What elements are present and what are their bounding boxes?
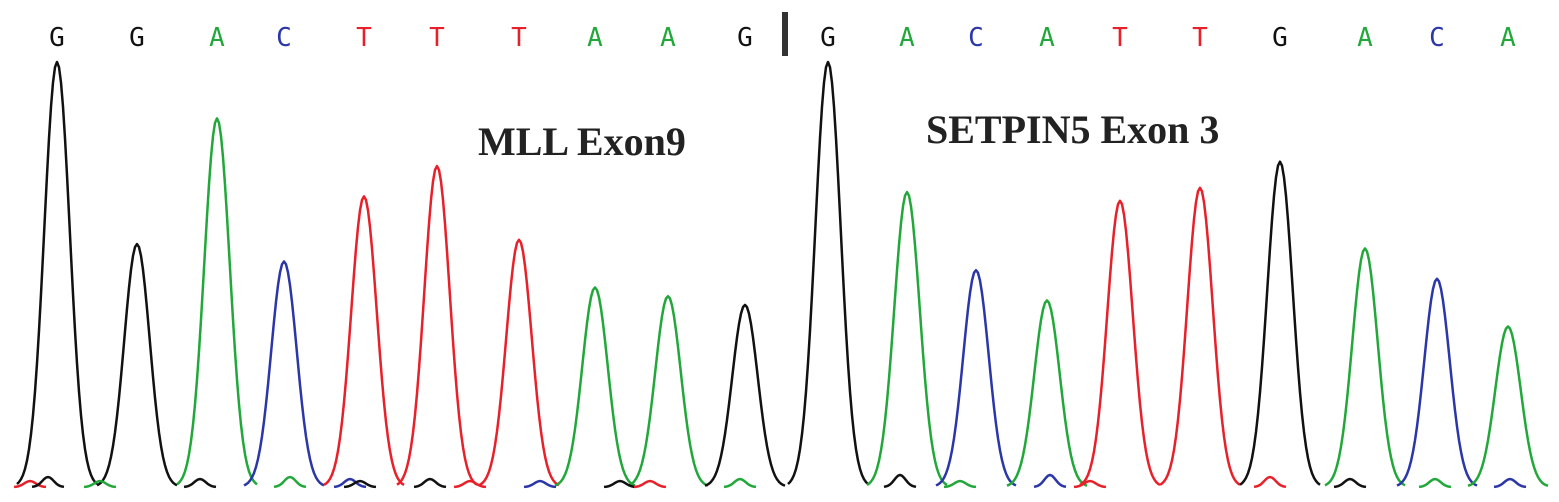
baseline-noise-layer bbox=[13, 473, 1527, 489]
baseline-noise-5 bbox=[333, 477, 367, 489]
peak-trace-17-A bbox=[1324, 247, 1406, 487]
peak-trace-7-A bbox=[554, 286, 636, 487]
peak-trace-14-T bbox=[1079, 199, 1161, 486]
base-call-15: T bbox=[1192, 23, 1208, 53]
base-call-9: G bbox=[737, 23, 753, 53]
peak-trace-0-G bbox=[16, 60, 98, 485]
peak-trace-11-A bbox=[866, 190, 948, 486]
base-call-13: A bbox=[1039, 23, 1055, 53]
baseline-noise-19 bbox=[1418, 477, 1452, 489]
junction-divider bbox=[782, 12, 788, 56]
peak-trace-19-A bbox=[1467, 325, 1549, 487]
base-call-11: A bbox=[899, 23, 915, 53]
baseline-noise-1 bbox=[31, 475, 65, 489]
region-label-setpin5-exon3: SETPIN5 Exon 3 bbox=[926, 107, 1220, 152]
baseline-noise-4 bbox=[273, 475, 307, 489]
base-call-6: T bbox=[511, 23, 527, 53]
baseline-noise-15 bbox=[1033, 473, 1067, 489]
peak-trace-5-T bbox=[396, 164, 478, 486]
base-call-16: G bbox=[1272, 23, 1288, 53]
base-call-10: G bbox=[820, 23, 836, 53]
peak-trace-9-G bbox=[704, 303, 786, 487]
baseline-noise-20 bbox=[1493, 477, 1527, 489]
base-call-4: T bbox=[356, 23, 372, 53]
peak-trace-8-A bbox=[627, 294, 709, 487]
peak-trace-3-C bbox=[243, 260, 325, 487]
base-call-3: C bbox=[276, 23, 292, 53]
baseline-noise-6 bbox=[343, 479, 377, 489]
peak-trace-16-G bbox=[1239, 160, 1321, 486]
baseline-noise-12 bbox=[723, 477, 757, 489]
base-call-2: A bbox=[209, 23, 225, 53]
base-call-7: A bbox=[587, 23, 603, 53]
baseline-noise-2 bbox=[83, 479, 117, 489]
peak-trace-18-C bbox=[1396, 277, 1478, 487]
peak-trace-6-T bbox=[478, 238, 560, 487]
baseline-noise-16 bbox=[1073, 479, 1107, 489]
peak-trace-2-A bbox=[176, 117, 258, 486]
base-call-1: G bbox=[129, 23, 145, 53]
baseline-noise-9 bbox=[523, 479, 557, 489]
trace-layer bbox=[16, 60, 1549, 487]
base-call-18: C bbox=[1429, 23, 1445, 53]
base-call-0: G bbox=[49, 23, 65, 53]
region-label-mll-exon9: MLL Exon9 bbox=[478, 119, 686, 164]
baseline-noise-8 bbox=[453, 479, 487, 489]
baseline-noise-14 bbox=[943, 479, 977, 489]
base-call-5: T bbox=[429, 23, 445, 53]
baseline-noise-7 bbox=[413, 477, 447, 489]
base-call-19: A bbox=[1500, 23, 1516, 53]
baseline-noise-3 bbox=[183, 477, 217, 489]
base-call-12: C bbox=[968, 23, 984, 53]
baseline-noise-0 bbox=[13, 479, 47, 489]
baseline-noise-11 bbox=[633, 479, 667, 489]
peak-trace-13-A bbox=[1006, 299, 1088, 487]
base-call-8: A bbox=[660, 23, 676, 53]
baseline-noise-18 bbox=[1333, 477, 1367, 489]
base-call-14: T bbox=[1112, 23, 1128, 53]
base-call-17: A bbox=[1357, 23, 1373, 53]
baseline-noise-17 bbox=[1253, 475, 1287, 489]
peak-trace-1-G bbox=[96, 242, 178, 487]
baseline-noise-10 bbox=[603, 479, 637, 489]
peak-trace-15-T bbox=[1159, 186, 1241, 486]
peak-trace-4-T bbox=[323, 195, 405, 486]
peak-trace-12-C bbox=[935, 268, 1017, 487]
peak-trace-10-G bbox=[787, 60, 869, 485]
baseline-noise-13 bbox=[883, 473, 917, 489]
